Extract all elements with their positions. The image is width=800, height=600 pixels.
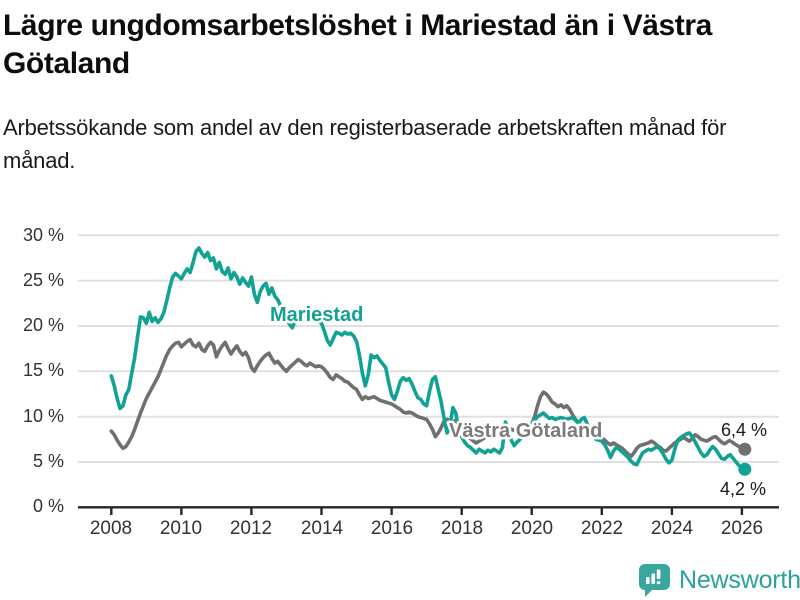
- end-value-vastra-gotaland: 6,4 %: [721, 420, 767, 440]
- y-axis-label: 30 %: [22, 225, 64, 245]
- end-dot-v-stra-g-taland: [738, 442, 752, 456]
- x-axis-label: 2016: [370, 518, 414, 539]
- y-axis-label: 5 %: [32, 451, 64, 471]
- x-axis: [78, 506, 779, 515]
- end-value-mariestad: 4,2 %: [720, 479, 766, 499]
- page-title: Lägre ungdomsarbetslöshet i Mariestad än…: [3, 9, 712, 80]
- x-axis-label: 2024: [650, 518, 694, 539]
- newsworthy-logo: Newsworthy: [638, 562, 800, 598]
- gridlines: [78, 234, 779, 463]
- page-subtitle: Arbetssökande som andel av den registerb…: [3, 115, 727, 173]
- y-axis-label: 10 %: [22, 406, 64, 426]
- y-axis-label: 25 %: [22, 270, 64, 290]
- x-axis-label: 2008: [89, 518, 133, 539]
- x-axis-label: 2010: [159, 518, 203, 539]
- x-axis-label: 2026: [720, 518, 764, 539]
- y-axis-label: 0 %: [32, 496, 64, 516]
- newsworthy-logo-text: Newsworthy: [679, 565, 800, 594]
- line-mariestad: [109, 246, 747, 472]
- series-lines: [109, 246, 752, 476]
- x-axis-label: 2022: [580, 518, 624, 539]
- x-axis-label: 2020: [510, 518, 554, 539]
- series-label-vastra-gotaland: Västra Götaland: [449, 420, 602, 442]
- y-axis-label: 15 %: [22, 360, 64, 380]
- x-axis-label: 2018: [440, 518, 484, 539]
- x-axis-label: 2014: [300, 518, 344, 539]
- series-label-mariestad: Mariestad: [270, 304, 363, 326]
- end-dot-mariestad: [738, 462, 752, 476]
- newsworthy-logo-icon: [639, 563, 670, 597]
- x-axis-label: 2012: [229, 518, 273, 539]
- line-v-stra-g-taland: [109, 337, 747, 459]
- y-axis-label: 20 %: [22, 315, 64, 335]
